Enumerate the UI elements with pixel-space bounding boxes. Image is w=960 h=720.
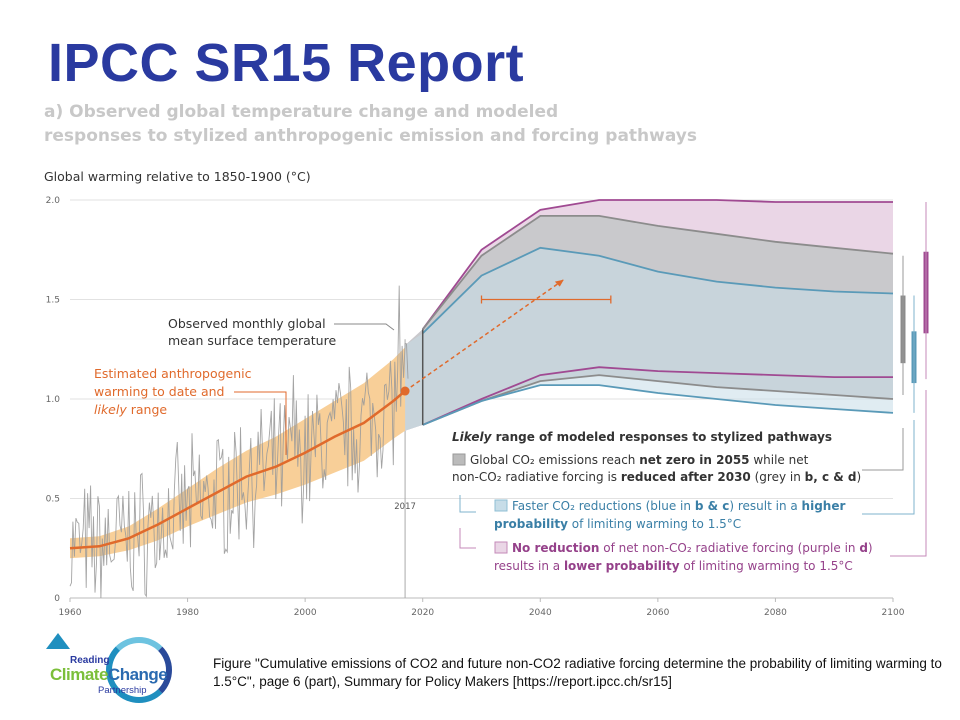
legend-grey-line-2-part: (grey in [751,470,805,484]
legend-grey-swatch [452,453,466,466]
legend-purple-line-1: No reduction of net non-CO₂ radiative fo… [512,541,873,555]
logo-text-change: Change [107,665,168,684]
x-tick-label: 2020 [411,608,434,618]
y-tick-label: 1.0 [46,395,61,405]
future-arrow-head-icon [554,279,564,287]
observed-temperature-line [69,285,409,599]
observed-label-pointer [334,323,395,331]
slide-title: IPCC SR15 Report [48,33,525,93]
legend-purple-swatch [494,541,508,554]
legend-blue-line-1-part: Faster CO₂ reductions (blue in [512,499,695,513]
chart-title-line-2: responses to stylized anthropogenic emis… [44,126,697,146]
legend-purple-line-1-part: of net non-CO₂ radiative forcing (purple… [599,541,859,555]
legend-blue-line-1-part: ) result in a [729,499,801,513]
x-tick-label: 1980 [176,608,199,618]
legend-blue-line-1: Faster CO₂ reductions (blue in b & c) re… [512,499,845,513]
x-tick-label: 1960 [59,608,82,618]
estimated-warming-line [69,390,406,550]
legend-blue-line-2-part: probability [494,517,568,531]
annotations: Observed monthly global mean surface temp… [94,201,929,455]
legend-grey-line-1: Global CO₂ emissions reach net zero in 2… [470,453,809,467]
purple-band-lower-line [422,366,893,426]
legend-purple-line-1-part: d [859,541,868,555]
logo-text-climate: Climate [50,665,108,684]
legend-purple-line-2: results in a lower probability of limiti… [494,559,853,573]
logo-text-partnership: Partnership [98,685,147,696]
logo-ring-icon [106,637,172,703]
estimated-label-line-3: likely range [94,402,167,417]
purple-band-upper-line [421,199,893,330]
observed-label-line-1: Observed monthly global [168,316,326,331]
legend-grey-line-2-part: ) [856,470,861,484]
legend-grey-line-2-part: non-CO₂ radiative forcing is [452,470,621,484]
logo-text-climate-change: ClimateChange [50,665,168,685]
legend-purple-line-2-part: lower probability [564,559,680,573]
estimated-label-line-2: warming to date and [94,384,224,399]
x-tick-label: 2040 [529,608,552,618]
legend-purple-line-1-part: ) [868,541,873,555]
estimated-label-line-1: Estimated anthropogenic [94,366,252,381]
legend-purple-line-2-part: results in a [494,559,564,573]
legend: Likely range of modeled responses to sty… [452,390,927,573]
estimated-label-likely: likely [94,402,127,417]
legend-grey-line-2-part: b, c & d [805,470,857,484]
future-dashed-arrow [404,278,565,392]
purple-connector-left [459,528,476,549]
y-tick-label: 2.0 [46,196,61,206]
legend-grey-line-2-part: reduced after 2030 [621,470,751,484]
legend-title-part: Likely [452,430,493,444]
chart-title-line-1: a) Observed global temperature change an… [44,102,559,122]
y-tick-label: 0.5 [46,495,60,505]
legend-grey-line-1-part: while net [750,453,809,467]
legend-title-part: range of modeled responses to stylized p… [491,430,832,444]
future-bands [405,199,894,431]
purple-connector-right [890,390,927,557]
logo-triangle-icon [46,633,70,649]
figure-caption: Figure "Cumulative emissions of CO2 and … [213,656,942,689]
blue-connector-left [459,495,476,513]
legend-purple-line-1-part: No reduction [512,541,599,555]
grey-connector [862,428,904,471]
x-tick-label: 2060 [646,608,669,618]
grey-band-lower-line [422,374,894,426]
legend-grey-line-2: non-CO₂ radiative forcing is reduced aft… [452,470,861,484]
year-2017-label: 2017 [394,502,416,512]
legend-purple-line-2-part: of limiting warming to 1.5°C [680,559,853,573]
legend-title: Likely range of modeled responses to sty… [452,430,832,444]
legend-blue-line-2-part: of limiting warming to 1.5°C [568,517,741,531]
x-tick-label: 2000 [294,608,317,618]
legend-blue-line-1-part: b & c [695,499,730,513]
grey-band-upper-line [421,215,894,330]
estimated-label-pointer [234,391,287,455]
blue-connector-right [862,420,915,515]
estimated-warming-range [70,347,406,559]
reading-climate-change-logo: Reading ClimateChange Partnership [40,633,180,711]
y-tick-label: 1.5 [46,296,60,306]
x-tick-label: 2100 [882,608,905,618]
legend-grey-line-1-part: net zero in 2055 [639,453,749,467]
x-tick-label: 2080 [764,608,787,618]
observed-label-line-2: mean surface temperature [168,333,336,348]
blue-band-upper-line [422,246,894,334]
legend-blue-line-1-part: higher [802,499,846,513]
chart-title: a) Observed global temperature change an… [44,100,697,148]
legend-grey-line-1-part: Global CO₂ emissions reach [470,453,639,467]
legend-blue-line-2: probability of limiting warming to 1.5°C [494,517,741,531]
legend-blue-swatch [494,499,508,512]
logo-text-reading: Reading [70,655,110,666]
y-axis-label: Global warming relative to 1850-1900 (°C… [44,169,311,184]
y-tick-label: 0 [54,594,60,604]
blue-band-lower-line [422,384,894,426]
estimated-label-range: range [127,402,168,417]
